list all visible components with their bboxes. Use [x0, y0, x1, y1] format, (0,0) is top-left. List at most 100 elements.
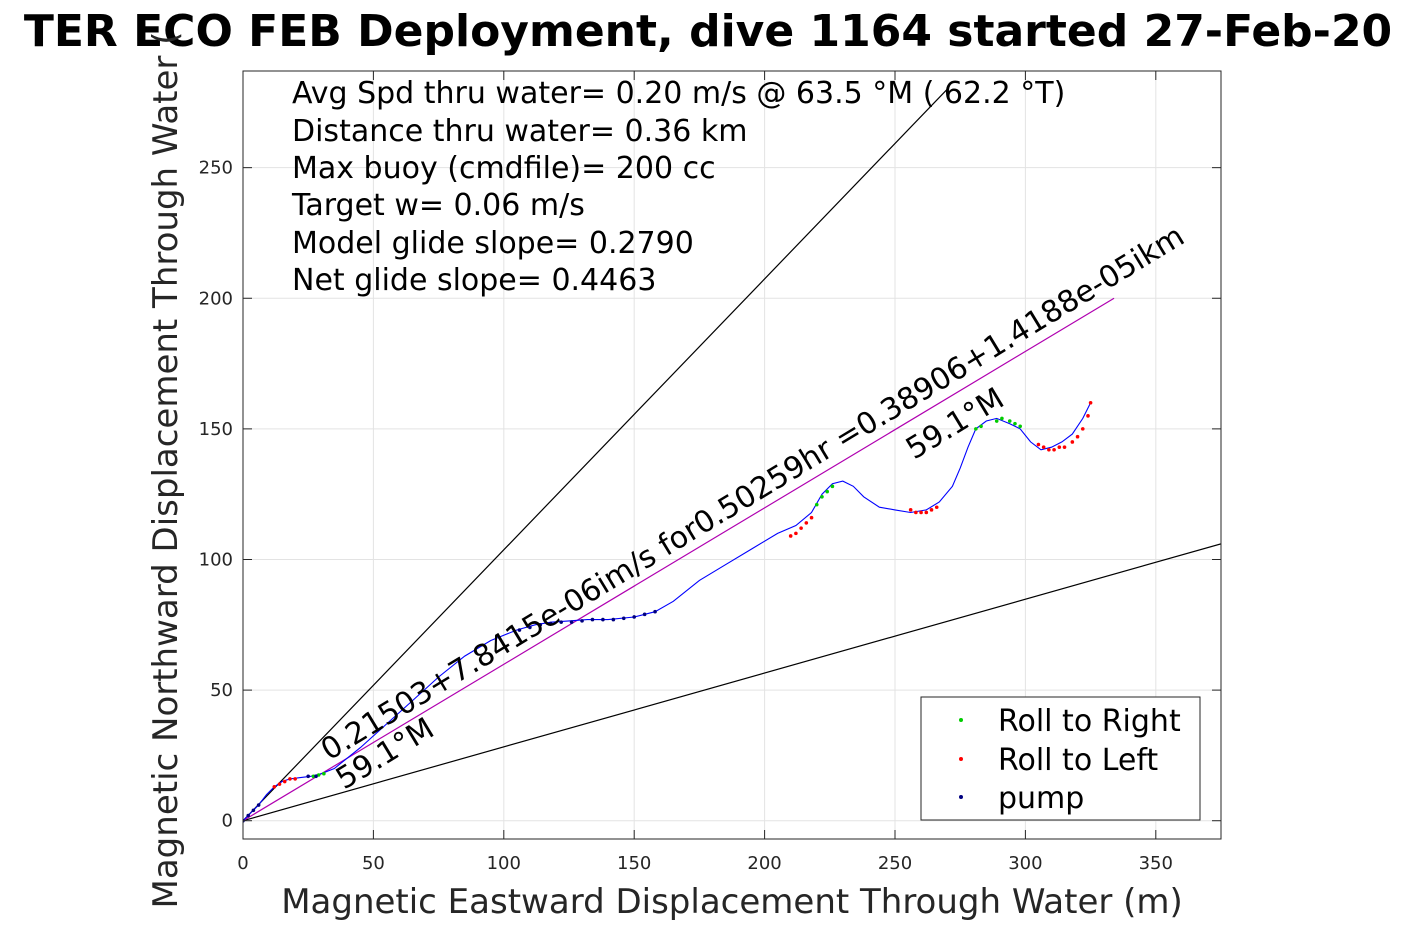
marker-pump — [653, 609, 657, 614]
legend-label-roll-left: Roll to Left — [998, 743, 1158, 778]
marker-pump — [246, 813, 251, 818]
tick-labels: 0 50 100 150 200 250 300 350 0 50 100 150 200 250 — [199, 158, 1173, 874]
x-tick-label: 200 — [747, 853, 781, 874]
marker-roll-to-left — [1047, 447, 1051, 452]
x-tick-label: 150 — [617, 853, 651, 874]
marker-roll-to-left — [1041, 445, 1046, 449]
marker-pump — [601, 617, 605, 622]
marker-roll-to-left — [809, 515, 814, 520]
marker-roll-to-left — [1086, 414, 1090, 418]
marker-roll-to-left — [919, 510, 923, 515]
ticks — [242, 71, 1221, 839]
marker-pump — [611, 617, 616, 622]
marker-pump — [580, 619, 584, 623]
marker-pump — [251, 808, 256, 813]
legend-marker-roll-left — [959, 757, 963, 761]
x-axis-label: Magnetic Eastward Displacement Through W… — [281, 882, 1183, 922]
legend-marker-pump — [959, 795, 963, 799]
marker-pump — [642, 612, 647, 617]
marker-roll-to-left — [1088, 400, 1093, 405]
marker-roll-to-left — [934, 505, 939, 510]
marker-pump — [569, 620, 574, 624]
track-line — [243, 402, 1092, 822]
marker-pump — [621, 616, 626, 621]
marker-pump — [632, 615, 636, 619]
marker-roll-to-left — [1080, 427, 1085, 431]
marker-roll-to-right — [830, 484, 835, 489]
marker-pump — [517, 628, 522, 632]
marker-pump — [256, 803, 261, 807]
markers — [243, 400, 1093, 823]
x-tick-label: 100 — [487, 853, 521, 874]
marker-roll-to-left — [293, 777, 297, 781]
marker-roll-to-left — [794, 531, 798, 536]
marker-roll-to-left — [799, 526, 803, 530]
x-tick-label: 250 — [878, 853, 912, 874]
legend-label-pump: pump — [998, 781, 1084, 816]
marker-roll-to-right — [1018, 424, 1022, 429]
marker-roll-to-left — [1057, 445, 1062, 449]
marker-roll-to-left — [1052, 447, 1056, 452]
marker-roll-to-right — [311, 774, 316, 779]
marker-roll-to-right — [974, 427, 978, 431]
legend-marker-roll-right — [959, 718, 963, 722]
marker-roll-to-right — [825, 489, 829, 494]
marker-roll-to-right — [1007, 419, 1012, 423]
marker-pump — [548, 621, 553, 626]
marker-roll-to-left — [929, 508, 934, 512]
marker-roll-to-left — [914, 510, 918, 515]
marker-pump — [528, 625, 532, 630]
marker-roll-to-left — [924, 510, 929, 515]
x-tick-label: 300 — [1008, 853, 1042, 874]
plot-frame — [242, 70, 1222, 840]
marker-pump — [559, 620, 563, 624]
marker-roll-to-right — [1013, 421, 1017, 426]
info-line-distance: Distance thru water= 0.36 km — [292, 114, 747, 149]
marker-pump — [306, 774, 311, 779]
marker-roll-to-left — [1070, 440, 1075, 444]
info-line-avg-speed: Avg Spd thru water= 0.20 m/s @ 63.5 °M (… — [292, 76, 1065, 111]
marker-roll-to-right — [1000, 416, 1004, 421]
legend: Roll to Right Roll to Left pump — [920, 696, 1201, 821]
x-tick-label: 0 — [237, 853, 248, 874]
info-line-net-glide: Net glide slope= 0.4463 — [292, 263, 656, 298]
marker-roll-to-left — [1062, 445, 1067, 449]
marker-pump — [590, 617, 595, 622]
legend-label-roll-right: Roll to Right — [998, 704, 1181, 739]
marker-roll-to-left — [272, 784, 277, 789]
marker-roll-to-left — [288, 777, 292, 781]
info-line-max-buoy: Max buoy (cmdfile)= 200 cc — [292, 151, 716, 186]
marker-roll-to-left — [788, 534, 793, 538]
y-axis-label: Magnetic Northward Displacement Through … — [146, 32, 186, 909]
marker-roll-to-right — [322, 771, 326, 776]
x-tick-label: 50 — [362, 853, 385, 874]
marker-pump — [538, 622, 543, 627]
legend-box — [920, 696, 1201, 821]
y-tick-label: 0 — [222, 811, 233, 832]
marker-roll-to-left — [1075, 434, 1080, 439]
marker-roll-to-left — [908, 508, 913, 512]
marker-roll-to-right — [814, 502, 819, 507]
y-tick-label: 250 — [199, 158, 233, 179]
x-tick-label: 350 — [1139, 853, 1173, 874]
marker-roll-to-left — [804, 521, 809, 525]
y-tick-label: 200 — [199, 288, 233, 309]
info-line-model-glide: Model glide slope= 0.2790 — [292, 226, 694, 261]
info-line-target-w: Target w= 0.06 m/s — [291, 188, 585, 223]
reference-line-shallow — [243, 543, 1221, 822]
marker-roll-to-left — [1036, 442, 1041, 447]
y-tick-label: 50 — [210, 680, 233, 701]
marker-roll-to-right — [994, 419, 999, 423]
y-tick-label: 150 — [199, 419, 233, 440]
marker-roll-to-left — [282, 779, 287, 784]
reference-lines — [243, 88, 1221, 822]
reference-line-heading — [243, 297, 1115, 822]
marker-roll-to-right — [820, 494, 824, 499]
track — [243, 402, 1092, 822]
info-block: Avg Spd thru water= 0.20 m/s @ 63.5 °M (… — [291, 76, 1065, 298]
chart-title: TER ECO FEB Deployment, dive 1164 starte… — [24, 6, 1392, 57]
marker-roll-to-left — [277, 782, 282, 786]
marker-pump — [314, 774, 318, 779]
y-tick-label: 100 — [199, 549, 233, 570]
